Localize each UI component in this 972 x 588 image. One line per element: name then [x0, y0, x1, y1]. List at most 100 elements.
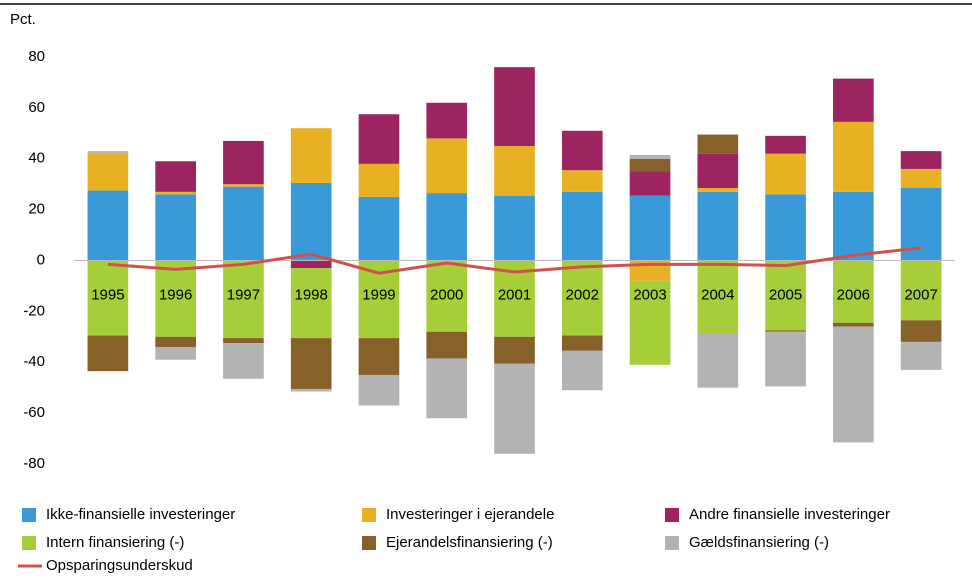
bar-segment — [494, 336, 535, 364]
x-tick-label: 1998 — [295, 286, 328, 303]
bar-segment — [629, 280, 671, 365]
bar-segment — [561, 170, 603, 192]
bar-segment — [426, 138, 468, 194]
bar-segment — [697, 134, 739, 154]
x-tick-label: 2006 — [837, 286, 870, 303]
legend-label: Gældsfinansiering (-) — [689, 534, 829, 551]
y-tick-label: -80 — [23, 455, 45, 472]
x-tick-label: 2005 — [769, 286, 802, 303]
bar-segment — [223, 260, 264, 339]
bar-segment — [697, 153, 739, 189]
bar-segment — [629, 158, 671, 172]
bar-segment — [426, 358, 468, 419]
legend-swatch — [665, 536, 679, 550]
legend-label: Andre finansielle investeringer — [689, 506, 890, 523]
bar-segment — [765, 330, 806, 332]
bar-segment — [155, 336, 196, 347]
y-tick-label: 0 — [37, 251, 45, 268]
bar-segment — [290, 182, 332, 261]
bar-segment — [223, 338, 264, 344]
y-tick-label: 40 — [28, 150, 45, 167]
bar-segment — [358, 196, 400, 261]
y-tick-label: -40 — [23, 353, 45, 370]
bar-segment — [87, 153, 129, 191]
bar-segment — [561, 350, 603, 391]
bar-segment — [900, 151, 942, 169]
bar-segment — [561, 335, 603, 351]
bar-segment — [155, 346, 196, 360]
bar-segment — [697, 188, 739, 192]
bar-segment — [290, 388, 332, 392]
bar-segment — [155, 161, 196, 192]
bar-segment — [697, 191, 739, 261]
line-series — [107, 246, 922, 275]
x-tick-label: 2004 — [701, 286, 734, 303]
bar-segment — [697, 332, 739, 388]
bar-segment — [833, 78, 874, 122]
bar-segment — [87, 260, 129, 336]
bar-segment — [629, 195, 671, 261]
x-tick-label: 2000 — [430, 286, 463, 303]
bar-segment — [561, 191, 603, 261]
legend-swatch — [665, 508, 679, 522]
bar-segment — [290, 128, 332, 183]
bar-segment — [833, 260, 874, 323]
legend-swatch — [22, 508, 36, 522]
y-tick-label: -20 — [23, 302, 45, 319]
bar-segment — [358, 374, 400, 406]
bar-segment — [833, 322, 874, 327]
legend-swatch — [362, 536, 376, 550]
y-tick-label: 60 — [28, 99, 45, 116]
x-tick-label: 2001 — [498, 286, 531, 303]
bar-segment — [223, 140, 264, 185]
bar-segment — [155, 191, 196, 195]
y-tick-label: 80 — [28, 48, 45, 65]
bar-segment — [765, 153, 806, 195]
bar-segment — [494, 67, 535, 147]
bar-segment — [223, 186, 264, 261]
bar-segment — [765, 331, 806, 387]
bar-segment — [900, 168, 942, 189]
x-tick-label: 1997 — [227, 286, 260, 303]
bar-segment — [833, 121, 874, 192]
bar-segment — [426, 331, 468, 359]
bar-segment — [358, 163, 400, 197]
bar-segment — [426, 260, 468, 332]
bar-segment — [561, 130, 603, 171]
bar-segment — [833, 326, 874, 443]
x-tick-label: 1995 — [91, 286, 124, 303]
bar-segment — [765, 194, 806, 261]
bar-segment — [290, 268, 332, 339]
bar-segment — [629, 154, 671, 159]
bar-segment — [87, 335, 129, 372]
bar-segment — [765, 260, 806, 331]
bar-segment — [358, 114, 400, 164]
bar-segment — [290, 338, 332, 389]
bar-segment — [900, 260, 942, 321]
bar-segment — [494, 195, 535, 261]
bar-segment — [223, 343, 264, 379]
bar-segment — [87, 190, 129, 261]
bar-segment — [426, 193, 468, 261]
x-tick-label: 2003 — [633, 286, 666, 303]
bar-segment — [697, 260, 739, 333]
bar-segment — [494, 146, 535, 196]
bar-segment — [561, 260, 603, 336]
legend-swatch — [362, 508, 376, 522]
legend-label: Intern finansiering (-) — [46, 534, 184, 551]
bar-segment — [155, 260, 196, 337]
bar-segment — [900, 320, 942, 342]
y-tick-label: -60 — [23, 404, 45, 421]
y-tick-label: 20 — [28, 201, 45, 218]
legend-label: Opsparingsunderskud — [46, 557, 193, 574]
bar-segment — [426, 102, 468, 139]
bar-segment — [223, 184, 264, 187]
bar-segment — [155, 194, 196, 261]
x-tick-label: 2002 — [566, 286, 599, 303]
legend-label: Ikke-finansielle investeringer — [46, 506, 235, 523]
bar-segment — [765, 135, 806, 154]
x-tick-label: 1996 — [159, 286, 192, 303]
legend-label: Investeringer i ejerandele — [386, 506, 554, 523]
x-tick-label: 2007 — [904, 286, 937, 303]
